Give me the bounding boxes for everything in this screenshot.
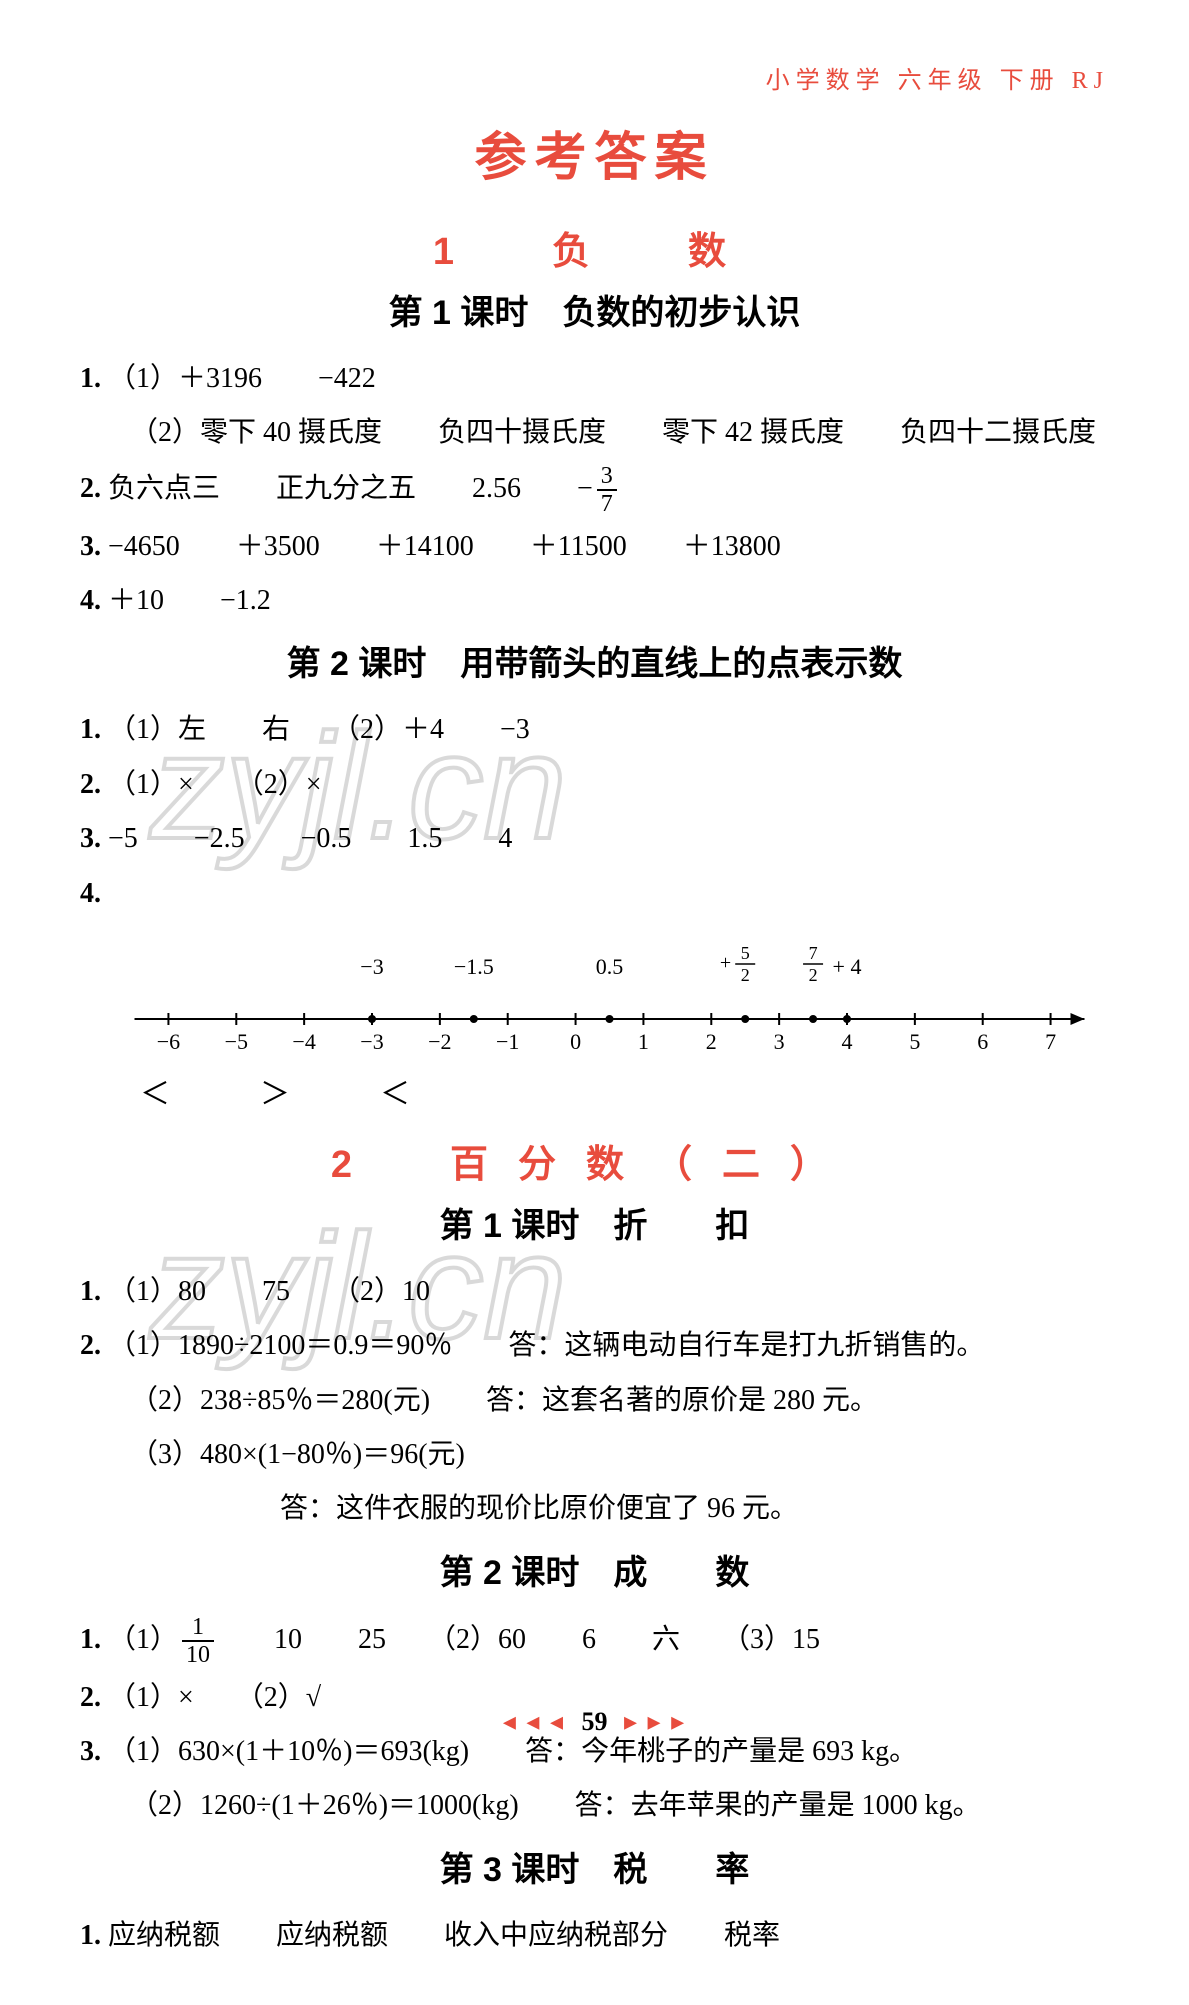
svg-text:5: 5	[909, 1029, 920, 1054]
answer-number: 2.	[80, 1330, 101, 1361]
chapter-title: 1 负 数	[80, 220, 1109, 275]
page-content: 小学数学 六年级 下册 RJ 参考答案 1 负 数第 1 课时 负数的初步认识1…	[0, 0, 1189, 2005]
main-title: 参考答案	[80, 115, 1109, 190]
answer-line: 1. （1）左 右 （2）＋4 −3	[80, 705, 1109, 755]
answer-line: 1. （1）110 10 25 （2）60 6 六 （3）15	[80, 1614, 1109, 1669]
answer-text: （2）1260÷(1＋26％)＝1000(kg) 答：去年苹果的产量是 1000…	[130, 1790, 981, 1821]
answer-number: 2.	[80, 1682, 101, 1713]
answer-text: −4650 ＋3500 ＋14100 ＋11500 ＋13800	[108, 531, 781, 562]
answer-number: 3.	[80, 531, 101, 562]
svg-text:−3: −3	[360, 954, 383, 979]
svg-text:4: 4	[842, 1029, 853, 1054]
answer-text: −5 −2.5 −0.5 1.5 4	[108, 823, 512, 854]
header-grade: 六年级	[898, 68, 988, 94]
answer-text: （1）＋3196 −422	[108, 363, 376, 394]
answer-text: （1）左 右 （2）＋4 −3	[108, 714, 530, 745]
svg-text:7: 7	[809, 943, 818, 963]
answer-line: 4.	[80, 869, 1109, 919]
answer-line: 4. ＋10 −1.2	[80, 576, 1109, 626]
answer-number: 1.	[80, 1920, 101, 1951]
answer-number: 3.	[80, 1736, 101, 1767]
answer-number: 4.	[80, 585, 101, 616]
answer-text: （1）1890÷2100＝0.9＝90％ 答：这辆电动自行车是打九折销售的。	[108, 1330, 984, 1361]
lesson-title: 第 1 课时 负数的初步认识	[80, 285, 1109, 334]
svg-text:1: 1	[638, 1029, 649, 1054]
answer-line: 2. （1）× （2）×	[80, 760, 1109, 810]
answer-text: 应纳税额 应纳税额 收入中应纳税部分 税率	[108, 1920, 780, 1951]
number-line: −6−5−4−3−2−101234567−3−1.50.5+5272+ 4	[120, 939, 1109, 1059]
lesson-title: 第 2 课时 用带箭头的直线上的点表示数	[80, 636, 1109, 685]
lesson-title: 第 3 课时 税 率	[80, 1842, 1109, 1891]
answer-text: （1）80 75 （2）10	[108, 1276, 430, 1307]
svg-text:−3: −3	[360, 1029, 383, 1054]
answer-number: 1.	[80, 1276, 101, 1307]
answer-number: 1.	[80, 714, 101, 745]
header-edition: RJ	[1072, 68, 1109, 94]
answer-text: （1）× （2）×	[108, 769, 322, 800]
svg-text:0: 0	[570, 1029, 581, 1054]
answer-line: 答：这件衣服的现价比原价便宜了 96 元。	[80, 1484, 1109, 1534]
header-subject: 小学数学	[766, 68, 886, 94]
svg-text:−2: −2	[428, 1029, 451, 1054]
chapter-title: 2 百分数（二）	[80, 1133, 1109, 1188]
page-header: 小学数学 六年级 下册 RJ	[80, 60, 1109, 95]
lesson-title: 第 1 课时 折 扣	[80, 1198, 1109, 1247]
answer-line: （2）零下 40 摄氏度 负四十摄氏度 零下 42 摄氏度 负四十二摄氏度	[80, 408, 1109, 458]
svg-text:6: 6	[977, 1029, 988, 1054]
answer-line: （3）480×(1−80％)＝96(元)	[80, 1430, 1109, 1480]
answer-line: 2. 负六点三 正九分之五 2.56 −37	[80, 463, 1109, 518]
answer-number: 2.	[80, 769, 101, 800]
svg-text:5: 5	[741, 943, 750, 963]
compare-line: ＜ ＞ ＜	[140, 1069, 1109, 1113]
answer-line: 3. −4650 ＋3500 ＋14100 ＋11500 ＋13800	[80, 522, 1109, 572]
svg-text:7: 7	[1045, 1029, 1056, 1054]
answer-text: ＋10 −1.2	[108, 585, 271, 616]
answer-text: （3）480×(1−80％)＝96(元)	[130, 1439, 465, 1470]
answer-line: 2. （1）× （2）√	[80, 1673, 1109, 1723]
answer-line: （2）238÷85％＝280(元) 答：这套名著的原价是 280 元。	[80, 1376, 1109, 1426]
svg-text:−6: −6	[157, 1029, 180, 1054]
answer-line: 3. −5 −2.5 −0.5 1.5 4	[80, 814, 1109, 864]
svg-text:+ 4: + 4	[833, 954, 862, 979]
answer-text: （2）238÷85％＝280(元) 答：这套名著的原价是 280 元。	[130, 1385, 878, 1416]
answer-text: （2）零下 40 摄氏度 负四十摄氏度 零下 42 摄氏度 负四十二摄氏度	[130, 417, 1096, 448]
svg-text:2: 2	[741, 965, 750, 985]
lesson-title: 第 2 课时 成 数	[80, 1545, 1109, 1594]
svg-text:+: +	[720, 952, 731, 974]
answer-text: （1）	[108, 1624, 178, 1655]
answer-text: （1）× （2）√	[108, 1682, 321, 1713]
svg-text:−1: −1	[496, 1029, 519, 1054]
fraction: 110	[182, 1614, 214, 1669]
svg-text:0.5: 0.5	[596, 954, 624, 979]
fraction: 37	[597, 463, 617, 518]
number-line-svg: −6−5−4−3−2−101234567−3−1.50.5+5272+ 4	[120, 939, 1109, 1059]
answer-line: 1. （1）＋3196 −422	[80, 354, 1109, 404]
svg-text:2: 2	[706, 1029, 717, 1054]
svg-text:−1.5: −1.5	[454, 954, 494, 979]
svg-text:−5: −5	[225, 1029, 248, 1054]
svg-text:2: 2	[809, 965, 818, 985]
content-root: 1 负 数第 1 课时 负数的初步认识 1. （1）＋3196 −422 （2）零下…	[80, 220, 1109, 1961]
answer-text: 答：这件衣服的现价比原价便宜了 96 元。	[280, 1493, 798, 1524]
svg-text:3: 3	[774, 1029, 785, 1054]
answer-text: 负六点三 正九分之五 2.56 −	[108, 473, 593, 504]
answer-line: （2）1260÷(1＋26％)＝1000(kg) 答：去年苹果的产量是 1000…	[80, 1781, 1109, 1831]
answer-line: 1. 应纳税额 应纳税额 收入中应纳税部分 税率	[80, 1911, 1109, 1961]
answer-number: 1.	[80, 363, 101, 394]
answer-line: 1. （1）80 75 （2）10	[80, 1267, 1109, 1317]
answer-number: 4.	[80, 878, 101, 909]
answer-line: 2. （1）1890÷2100＝0.9＝90％ 答：这辆电动自行车是打九折销售的…	[80, 1321, 1109, 1371]
answer-text: （1）630×(1＋10％)＝693(kg) 答：今年桃子的产量是 693 kg…	[108, 1736, 917, 1767]
answer-text: 10 25 （2）60 6 六 （3）15	[218, 1624, 820, 1655]
answer-number: 1.	[80, 1624, 101, 1655]
answer-number: 2.	[80, 473, 101, 504]
answer-line: 3. （1）630×(1＋10％)＝693(kg) 答：今年桃子的产量是 693…	[80, 1727, 1109, 1777]
svg-text:−4: −4	[292, 1029, 315, 1054]
header-volume: 下册	[1000, 68, 1060, 94]
answer-number: 3.	[80, 823, 101, 854]
